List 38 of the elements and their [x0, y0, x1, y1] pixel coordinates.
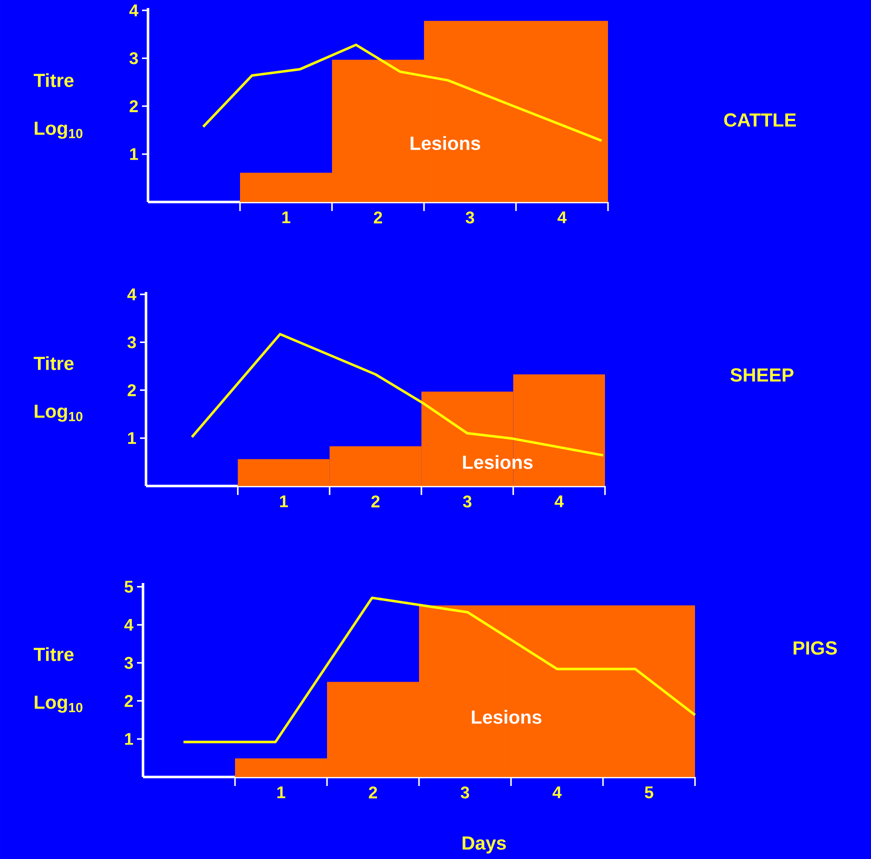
- x-axis-title: Days: [462, 836, 506, 854]
- y-tick-label: 5: [124, 580, 134, 593]
- y-tick-label: 1: [130, 148, 138, 160]
- x-tick-label: 2: [374, 212, 382, 224]
- line-series: [182, 596, 696, 744]
- y-tick-label: 2: [124, 694, 133, 707]
- y-tick-label: 4: [127, 288, 136, 300]
- x-tick-label: 3: [466, 212, 474, 224]
- x-tick-label: 1: [277, 786, 286, 798]
- y-tick-label: 1: [125, 733, 134, 745]
- x-tick-label: 1: [280, 496, 288, 508]
- y-tick-label: 2: [128, 384, 136, 396]
- text: Titre Log$_{10}$: [34, 73, 82, 139]
- y-tick-label: 1: [128, 432, 136, 444]
- x-tick-label: 4: [554, 496, 564, 508]
- x-tick-label: 3: [460, 786, 470, 799]
- annotation: Lesions: [463, 455, 533, 469]
- y2-axis-title: SHEEP: [730, 368, 794, 382]
- x-tick-label: 3: [462, 496, 472, 508]
- y-tick-label: 4: [124, 619, 134, 631]
- line-series: [190, 332, 604, 457]
- y2-axis-title: CATTLE: [724, 113, 796, 127]
- y-tick-label: 3: [127, 336, 136, 348]
- text: Titre Log$_{10}$: [34, 647, 82, 713]
- x-tick-label: 5: [644, 786, 654, 798]
- x-tick-label: 4: [558, 211, 567, 224]
- annotation: Lesions: [472, 710, 542, 724]
- x-tick-label: 1: [282, 211, 290, 224]
- annotation: Lesions: [410, 136, 480, 150]
- y-tick-label: 2: [130, 100, 138, 112]
- x-tick-label: 2: [368, 786, 378, 798]
- y-tick-label: 3: [124, 656, 133, 669]
- text: Titre Log$_{10}$: [34, 356, 82, 422]
- y-tick-label: 3: [129, 52, 138, 64]
- y2-axis-title: PIGS: [794, 641, 837, 655]
- x-tick-label: 2: [371, 496, 380, 508]
- x-tick-label: 4: [552, 786, 562, 798]
- y-tick-label: 4: [129, 4, 138, 16]
